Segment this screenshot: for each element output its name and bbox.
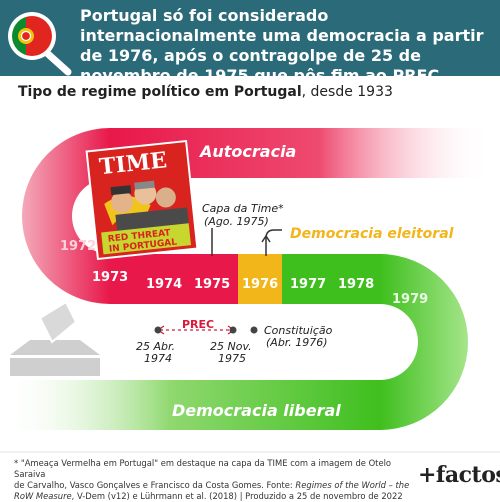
- year-1973: 1973: [92, 270, 128, 285]
- footnote-line3b: , V-Dem (v12) e Lührmann et al. (2018) |…: [71, 491, 403, 501]
- ballot-box-icon: [10, 300, 100, 376]
- autocracy-label: Autocracia: [198, 142, 296, 161]
- footnote-line3a: RoW Measure: [14, 491, 72, 501]
- right-curve-band: [380, 254, 468, 430]
- brand-logo: +factos: [418, 462, 500, 488]
- cover-annotation-line1: Capa da Time*: [202, 202, 284, 215]
- prec-label: PREC: [182, 318, 214, 331]
- liberal-democracy-label: Democracia liberal: [172, 401, 341, 420]
- nov-1975-date: 25 Nov.: [210, 340, 252, 353]
- year-1978: 1978: [338, 277, 374, 292]
- year-1972: 1972: [60, 239, 96, 254]
- portugal-flag-magnifier-icon: [8, 12, 72, 76]
- footnote-line2b: Regimes of the World – the: [295, 480, 410, 490]
- chart-subtitle: Tipo de regime político em Portugal, des…: [18, 84, 393, 100]
- april-1974-marker: [154, 326, 162, 334]
- page-title: Portugal só foi considerado internaciona…: [80, 6, 484, 85]
- electoral-democracy-label: Democracia eleitoral: [290, 226, 454, 242]
- year-1974: 1974: [146, 277, 182, 292]
- time-magazine-cover: TIME RED THREAT IN PORTUGAL: [85, 139, 199, 261]
- subtitle-rest: , desde 1933: [301, 84, 393, 100]
- year-1979: 1979: [392, 292, 428, 307]
- nov-1975-year: 1975: [218, 352, 246, 365]
- header-banner: [0, 0, 500, 76]
- middle-band-autocracy: [110, 254, 238, 304]
- liberal-democracy-band: [0, 380, 380, 430]
- footnote-source: * "Ameaça Vermelha em Portugal" em desta…: [14, 458, 414, 502]
- year-1975: 1975: [194, 277, 230, 292]
- april-1974-date: 25 Abr.: [136, 340, 175, 353]
- middle-band-liberal: [282, 254, 380, 304]
- year-1976: 1976: [242, 277, 278, 292]
- subtitle-bold: Tipo de regime político em Portugal: [18, 84, 302, 100]
- footnote-line2a: de Carvalho, Vasco Gonçalves e Francisco…: [14, 480, 296, 490]
- constitution-date: (Abr. 1976): [266, 336, 328, 349]
- constitution-label: Constituição: [264, 324, 333, 337]
- footnote-line1: * "Ameaça Vermelha em Portugal" em desta…: [14, 458, 392, 479]
- constitution-marker: [250, 326, 258, 334]
- electoral-pointer-arrow: [265, 229, 282, 256]
- electoral-democracy-segment: [238, 254, 282, 304]
- nov-1975-marker: [229, 326, 237, 334]
- cover-annotation-line2: (Ago. 1975): [204, 215, 269, 228]
- april-1974-year: 1974: [144, 352, 172, 365]
- year-1977: 1977: [290, 277, 326, 292]
